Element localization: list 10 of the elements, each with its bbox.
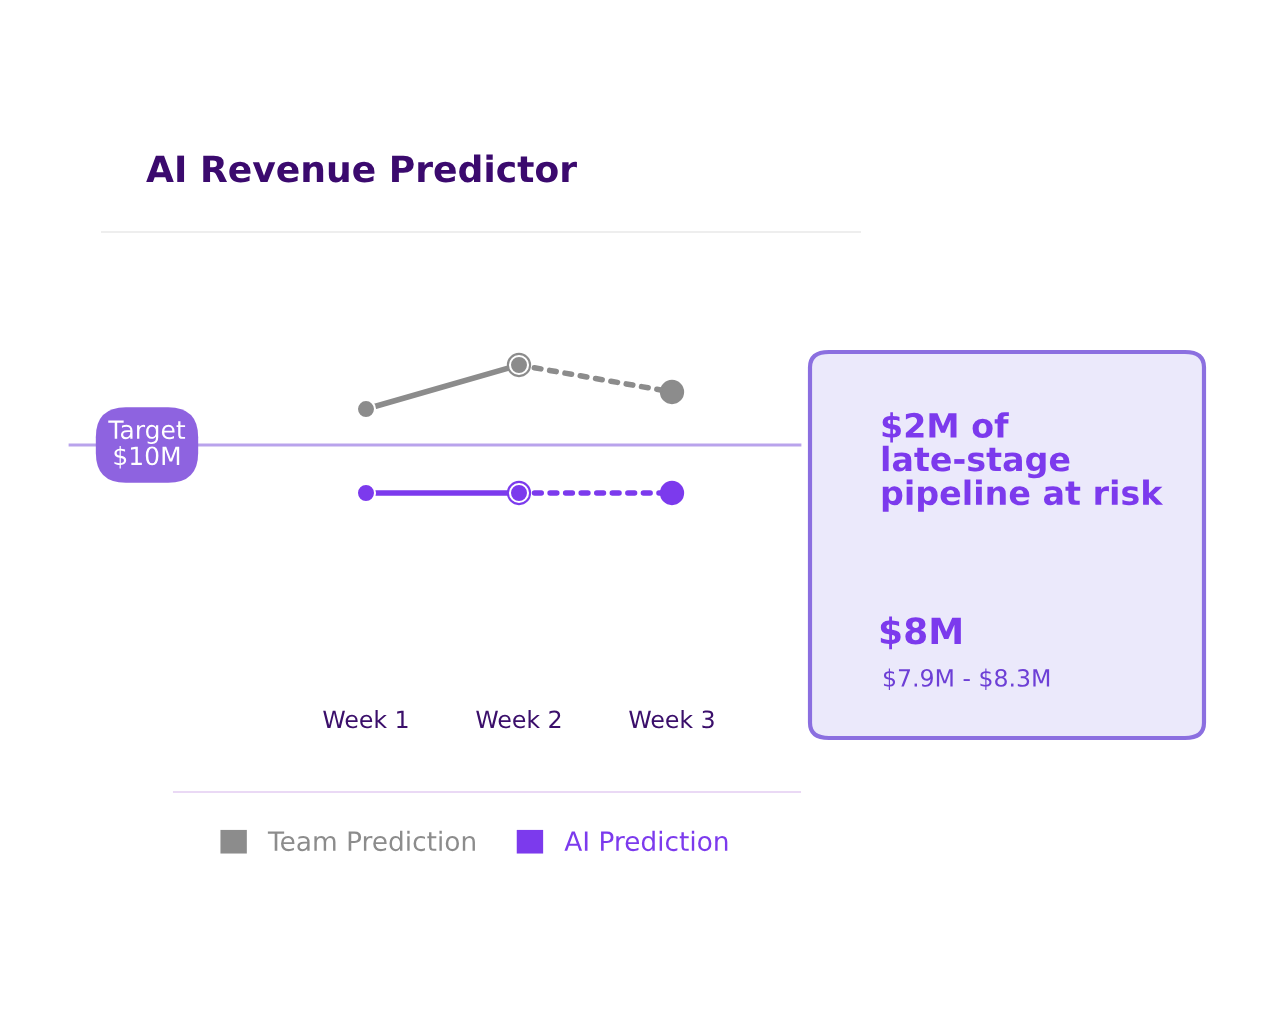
x-tick-label: Week 3	[629, 710, 714, 729]
legend-label: Team Prediction	[267, 830, 475, 852]
ref-line-label: Target $10M	[108, 420, 186, 469]
chart-title: AI Revenue Predictor	[146, 154, 577, 183]
x-tick-label: Week 1	[323, 710, 408, 729]
text: $8M	[880, 616, 961, 650]
x-tick-label: Week 2	[476, 710, 561, 729]
text: $7.9M - $8.3M	[883, 668, 1050, 690]
legend-label: AI Prediction	[564, 830, 728, 852]
text: $2M of late-stage pipeline at risk	[882, 412, 1164, 512]
